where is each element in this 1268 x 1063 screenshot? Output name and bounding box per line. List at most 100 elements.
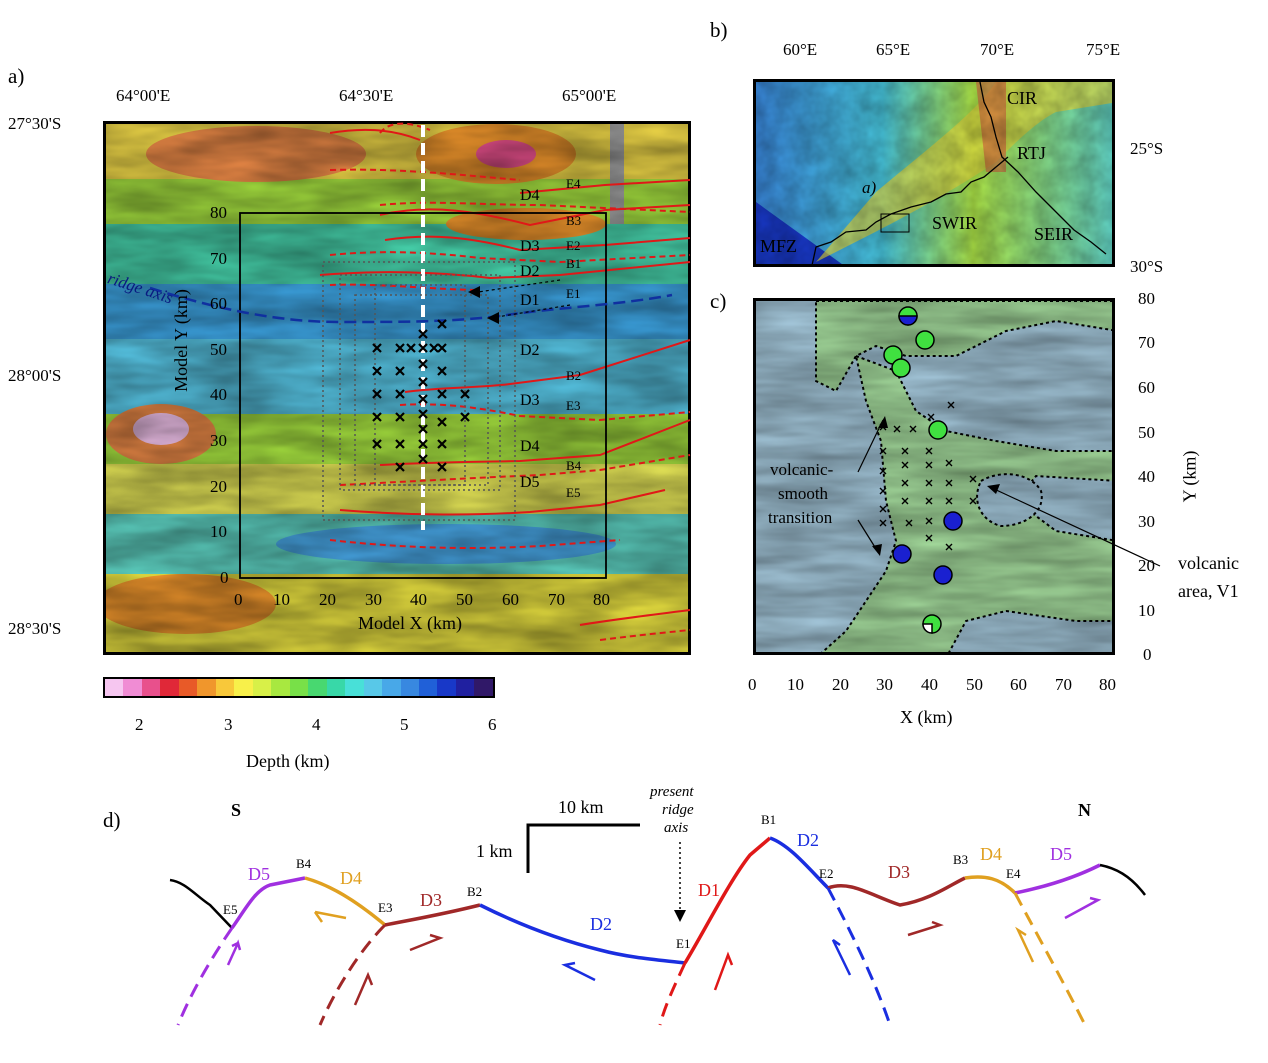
model-y-tick-0: 0 bbox=[220, 568, 229, 587]
mfz-label: MFZ bbox=[760, 236, 798, 256]
colorbar-swatch bbox=[197, 679, 216, 696]
model-x-tick-3: 30 bbox=[365, 590, 382, 609]
cbar-tick-3: 3 bbox=[224, 715, 233, 734]
panel-c-label: c) bbox=[710, 289, 727, 313]
c-y-tick-2: 20 bbox=[1138, 556, 1155, 575]
d-lbl-E3: E3 bbox=[378, 900, 393, 915]
colorbar-swatch bbox=[455, 679, 475, 696]
colorbar-swatch bbox=[123, 679, 142, 696]
scale-v-label: 1 km bbox=[476, 841, 513, 861]
lon-tick-b-2: 70°E bbox=[980, 40, 1015, 59]
axis-note-3: axis bbox=[664, 820, 689, 836]
north-label: N bbox=[1078, 800, 1091, 820]
c-y-tick-1: 10 bbox=[1138, 601, 1155, 620]
seg-a-D2b: D2 bbox=[520, 342, 540, 359]
cbar-tick-2: 2 bbox=[135, 715, 144, 734]
model-y-tick-5: 50 bbox=[210, 340, 227, 359]
colorbar-swatch bbox=[234, 679, 253, 696]
c-y-tick-5: 50 bbox=[1138, 423, 1155, 442]
model-y-tick-6: 60 bbox=[210, 294, 227, 313]
seg-a-B2: B2 bbox=[566, 368, 582, 383]
seg-a-B4: B4 bbox=[566, 458, 582, 473]
model-y-tick-2: 20 bbox=[210, 477, 227, 496]
cir-label: CIR bbox=[1007, 88, 1038, 108]
d-lbl-D4-right: D4 bbox=[980, 844, 1002, 864]
colorbar-swatch bbox=[400, 679, 419, 696]
c-y-tick-8: 80 bbox=[1138, 289, 1155, 308]
seg-a-E5: E5 bbox=[566, 485, 581, 500]
c-x-tick-1: 10 bbox=[787, 675, 804, 694]
smoothness-map-c bbox=[753, 298, 1115, 655]
panel-d-label: d) bbox=[103, 808, 121, 832]
model-y-tick-7: 70 bbox=[210, 249, 227, 268]
c-x-tick-2: 20 bbox=[832, 675, 849, 694]
bathymetry-map-a-graphic bbox=[106, 124, 688, 652]
colorbar-swatch bbox=[308, 679, 327, 696]
d-lbl-D3-left: D3 bbox=[420, 890, 442, 910]
seg-a-D5: D5 bbox=[520, 474, 540, 491]
seg-a-D3b: D3 bbox=[520, 392, 540, 409]
c-x-tick-3: 30 bbox=[876, 675, 893, 694]
regional-map-b bbox=[753, 79, 1115, 267]
lon-tick-b-3: 75°E bbox=[1086, 40, 1121, 59]
d-lbl-D5-right: D5 bbox=[1050, 844, 1072, 864]
d-lbl-D3-right: D3 bbox=[888, 862, 910, 882]
cbar-tick-5: 5 bbox=[400, 715, 409, 734]
model-x-tick-6: 60 bbox=[502, 590, 519, 609]
d-lbl-D4-left: D4 bbox=[340, 868, 362, 888]
c-x-tick-5: 50 bbox=[966, 675, 983, 694]
seir-label: SEIR bbox=[1034, 224, 1074, 244]
colorbar-swatch bbox=[363, 679, 383, 696]
colorbar-swatch bbox=[289, 679, 309, 696]
colorbar-swatch bbox=[418, 679, 438, 696]
model-x-tick-4: 40 bbox=[410, 590, 427, 609]
colorbar-swatch bbox=[382, 679, 401, 696]
rtj-label: RTJ bbox=[1017, 143, 1046, 163]
d-lbl-B1: B1 bbox=[761, 812, 777, 827]
lat-tick-b-1: 30°S bbox=[1130, 257, 1164, 276]
colorbar-swatch bbox=[252, 679, 272, 696]
colorbar-label: Depth (km) bbox=[246, 751, 330, 771]
d-lbl-E4: E4 bbox=[1006, 866, 1021, 881]
axis-note-2: ridge bbox=[662, 802, 694, 818]
annot-left-3: transition bbox=[768, 508, 833, 527]
seg-a-D3: D3 bbox=[520, 238, 540, 255]
c-y-tick-0: 0 bbox=[1143, 645, 1152, 664]
seg-a-B3: B3 bbox=[566, 213, 582, 228]
swir-label: SWIR bbox=[932, 213, 977, 233]
model-y-tick-8: 80 bbox=[210, 203, 227, 222]
model-x-tick-0: 0 bbox=[234, 590, 243, 609]
d-lbl-E1: E1 bbox=[676, 936, 691, 951]
colorbar-swatch bbox=[271, 679, 290, 696]
colorbar bbox=[103, 677, 495, 698]
annot-left-2: smooth bbox=[778, 484, 829, 503]
lat-tick-a-1: 28°00'S bbox=[8, 366, 62, 385]
axis-note-1: present bbox=[650, 784, 694, 800]
panel-b-label: b) bbox=[710, 18, 728, 42]
lat-tick-a-0: 27°30'S bbox=[8, 114, 62, 133]
smoothness-map-c-graphic bbox=[756, 301, 1112, 652]
seg-a-D4: D4 bbox=[520, 187, 540, 204]
model-x-tick-5: 50 bbox=[456, 590, 473, 609]
colorbar-swatch bbox=[326, 679, 346, 696]
lon-tick-a-1: 64°30'E bbox=[339, 86, 394, 105]
cbar-tick-6: 6 bbox=[488, 715, 497, 734]
model-x-tick-8: 80 bbox=[593, 590, 610, 609]
c-x-tick-0: 0 bbox=[748, 675, 757, 694]
regional-map-b-graphic bbox=[756, 82, 1112, 264]
c-y-tick-6: 60 bbox=[1138, 378, 1155, 397]
seg-a-B1: B1 bbox=[566, 256, 582, 271]
seg-a-E2: E2 bbox=[566, 238, 581, 253]
model-y-tick-4: 40 bbox=[210, 385, 227, 404]
lat-tick-a-2: 28°30'S bbox=[8, 619, 62, 638]
c-y-tick-3: 30 bbox=[1138, 512, 1155, 531]
d-lbl-B3: B3 bbox=[953, 852, 969, 867]
model-x-label: Model X (km) bbox=[358, 613, 462, 633]
d-lbl-E2: E2 bbox=[819, 866, 834, 881]
colorbar-swatch bbox=[215, 679, 235, 696]
lon-tick-a-0: 64°00'E bbox=[116, 86, 171, 105]
c-x-tick-8: 80 bbox=[1099, 675, 1116, 694]
seg-a-E3: E3 bbox=[566, 398, 581, 413]
d-lbl-D2-right: D2 bbox=[797, 830, 819, 850]
c-x-tick-7: 70 bbox=[1055, 675, 1072, 694]
